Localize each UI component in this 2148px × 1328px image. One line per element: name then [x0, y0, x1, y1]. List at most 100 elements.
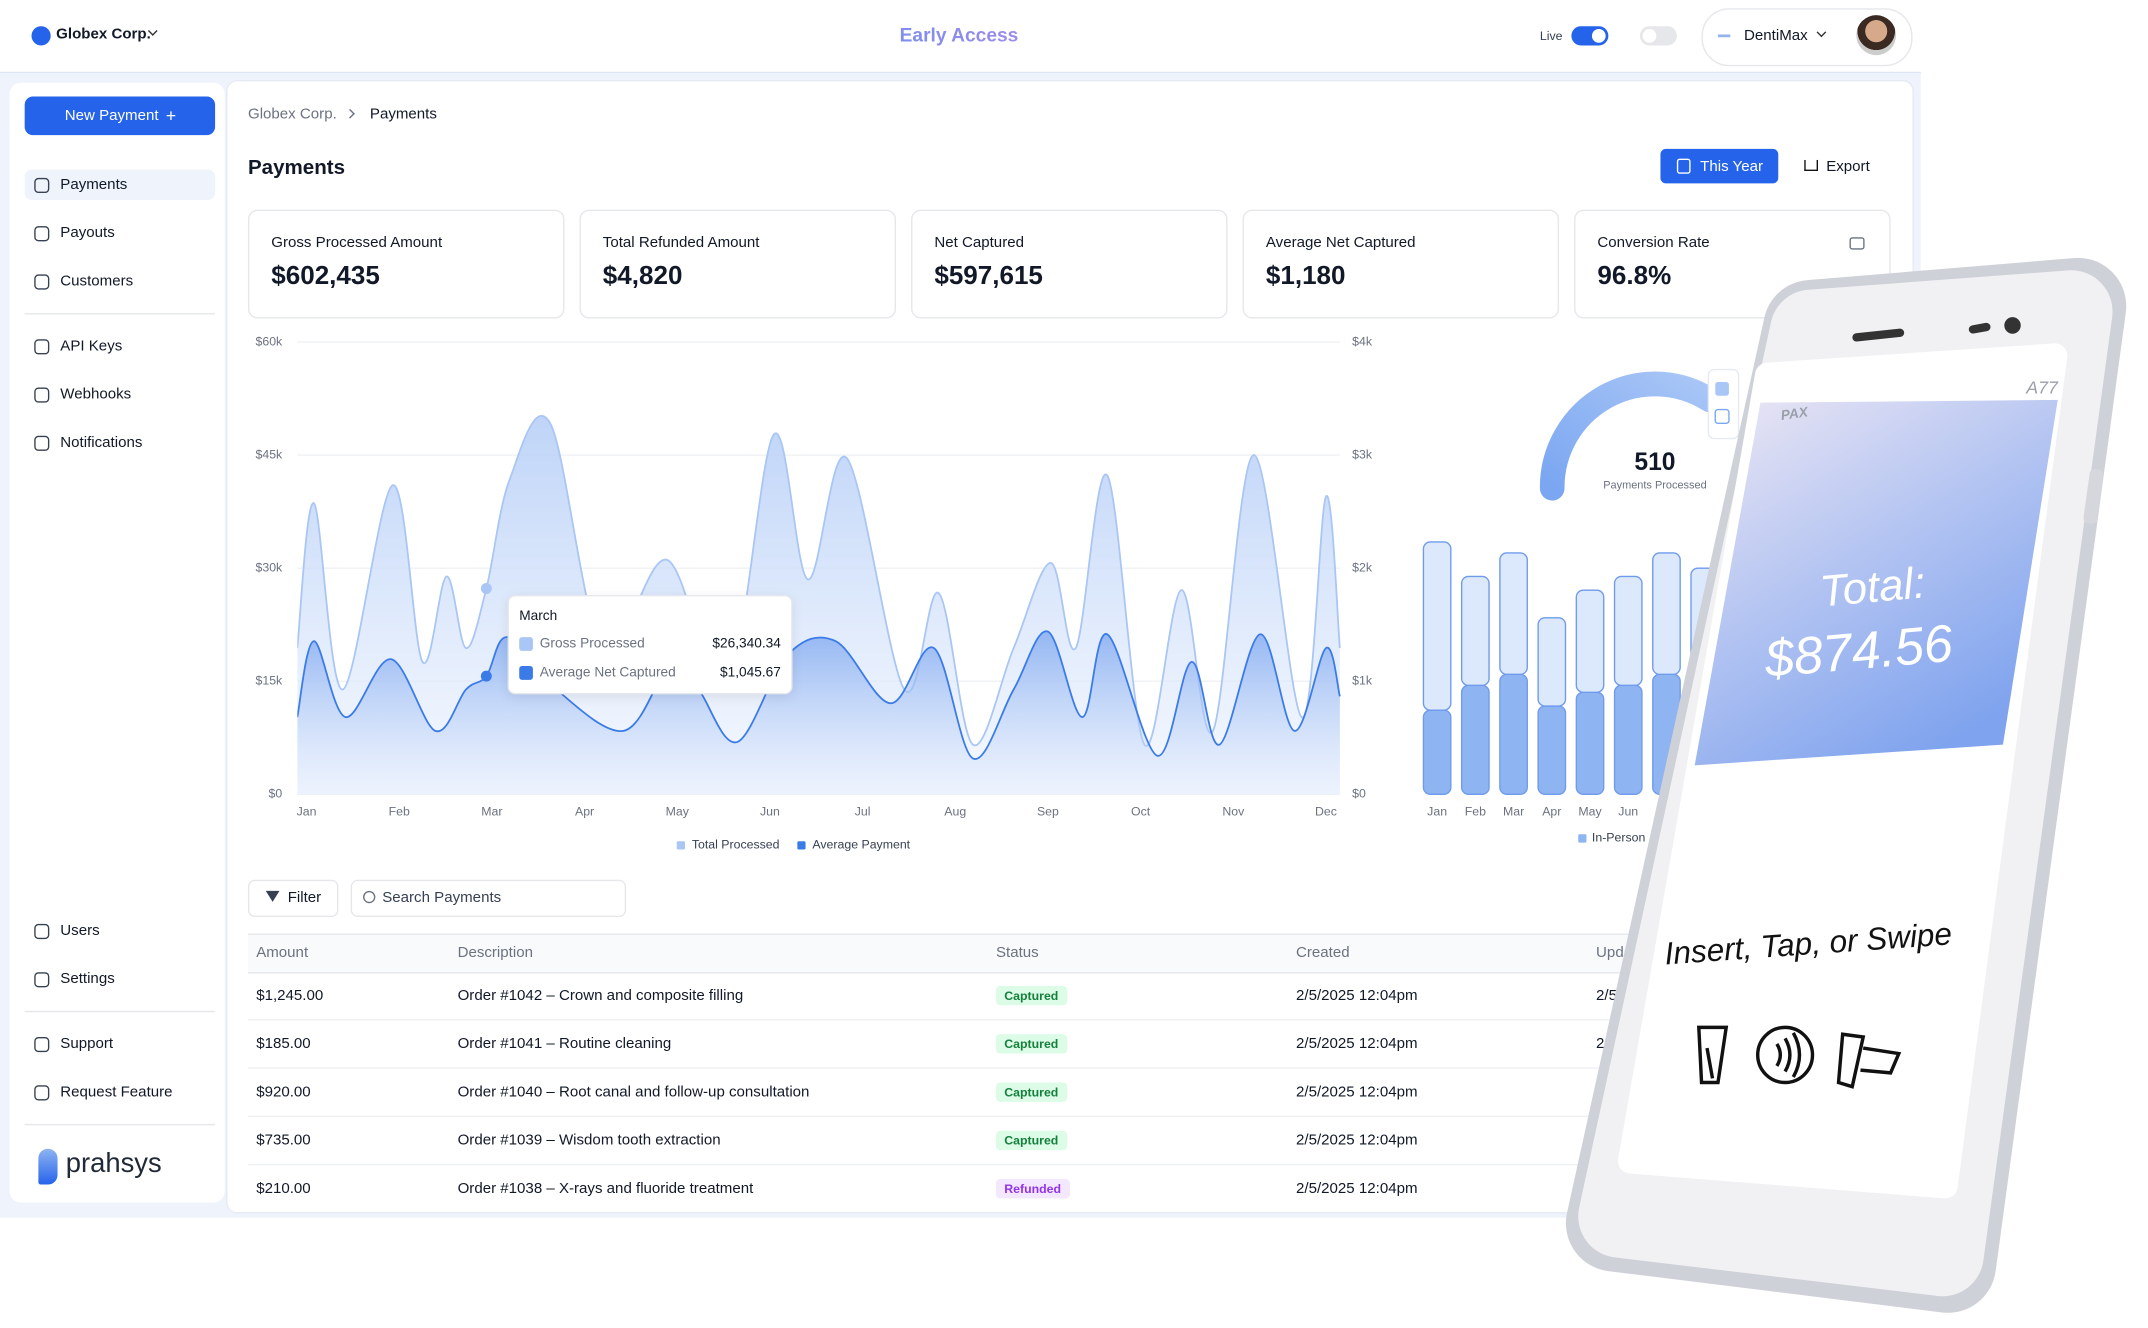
nav-item[interactable]: Users	[60, 922, 100, 940]
nav-item[interactable]: Customers	[60, 273, 134, 290]
filter-icon	[265, 890, 280, 902]
table-cell: 2/5/2025 12:04pm	[1596, 987, 1718, 1004]
new-payment-button[interactable]	[24, 96, 216, 136]
device-model: A77	[2025, 378, 2059, 398]
table-cell: Order #1042 – Crown and composite fillin…	[457, 987, 744, 1004]
this-year-button[interactable]	[1660, 148, 1779, 184]
divider	[24, 313, 216, 315]
status-badge: Captured	[995, 985, 1067, 1006]
live-label: Live	[1539, 28, 1563, 43]
breadcrumb[interactable]: Globex Corp.	[247, 106, 337, 123]
nav-icon	[34, 1037, 50, 1053]
stat-card	[579, 209, 896, 319]
avatar	[1856, 15, 1897, 56]
table-cell: 2/5/2025 12:04pm	[1596, 1132, 1718, 1149]
nav-icon	[34, 972, 50, 988]
org-name[interactable]: Globex Corp.	[56, 26, 151, 43]
brand-mark	[38, 1148, 58, 1185]
nav-item[interactable]: Payouts	[60, 224, 115, 242]
table-cell: 2/5/2025 12:04pm	[1596, 1035, 1718, 1053]
status-badge: Captured	[995, 1082, 1067, 1102]
table-cell: 2/5/2025 12:04pm	[1596, 1180, 1718, 1197]
stat-value: $602,435	[271, 262, 380, 291]
table-cell: 2/5/2025 12:04pm	[1296, 1035, 1418, 1053]
table-cell: 2/5/2025 12:04pm	[1296, 1180, 1418, 1197]
stat-value: 96.8%	[1597, 262, 1672, 291]
nav-item[interactable]: API Keys	[60, 337, 123, 355]
table-cell: 2/5/2025 12:04pm	[1596, 1083, 1718, 1101]
table-cell: $210.00	[256, 1180, 311, 1197]
column-header: Description	[457, 944, 533, 962]
export-label[interactable]: Export	[1826, 158, 1870, 176]
org-logo	[31, 26, 51, 46]
stat-label: Average Net Captured	[1265, 234, 1416, 251]
column-header: Created	[1296, 944, 1350, 962]
table-cell: Order #1040 – Root canal and follow-up c…	[457, 1083, 810, 1101]
plus-icon: +	[165, 104, 177, 126]
user-name: DentiMax	[1744, 27, 1808, 45]
nav-icon	[34, 177, 50, 194]
stat-label: Gross Processed Amount	[271, 234, 443, 251]
export-icon	[1804, 159, 1818, 171]
sensor	[1968, 322, 1991, 334]
nav-item[interactable]: Settings	[60, 970, 115, 988]
nav-icon	[34, 339, 50, 355]
nav-item[interactable]: Request Feature	[60, 1083, 173, 1101]
this-year-label: This Year	[1700, 158, 1764, 176]
stat-label: Total Refunded Amount	[602, 234, 760, 251]
nav-item[interactable]: Notifications	[60, 434, 143, 451]
row-divider	[247, 1067, 1912, 1069]
divider	[24, 1123, 216, 1126]
nav-icon	[34, 274, 50, 290]
nav-icon	[34, 226, 50, 242]
nav-item[interactable]: Payments	[60, 176, 128, 194]
stat-label: Net Captured	[934, 234, 1024, 251]
table-cell: 2/5/2025 12:04pm	[1296, 1083, 1418, 1101]
table-cell: Order #1039 – Wisdom tooth extraction	[457, 1132, 721, 1149]
row-divider	[247, 1019, 1912, 1021]
status-badge: Captured	[995, 1130, 1067, 1151]
card-icon	[1849, 237, 1865, 250]
nav-item[interactable]: Webhooks	[60, 386, 132, 403]
nav-item[interactable]: Support	[60, 1035, 114, 1053]
table-cell: $735.00	[256, 1132, 311, 1149]
column-header: Status	[995, 944, 1039, 962]
status-badge: Refunded	[995, 1179, 1070, 1199]
camera	[2004, 317, 2021, 334]
search-input[interactable]	[350, 879, 627, 918]
stat-value: $1,180	[1265, 262, 1346, 291]
row-divider	[247, 1163, 1912, 1166]
user-dash	[1717, 34, 1731, 38]
breadcrumb: Payments	[369, 106, 437, 123]
nav-icon	[34, 435, 50, 451]
nav-active	[24, 169, 216, 200]
row-divider	[247, 1115, 1912, 1117]
table-cell: $920.00	[256, 1083, 311, 1101]
search-placeholder: Search Payments	[382, 889, 502, 907]
live-knob	[1591, 28, 1606, 43]
table-cell: $1,245.00	[256, 987, 324, 1004]
calendar-icon	[1676, 158, 1691, 174]
stat-card	[911, 209, 1228, 319]
table-cell: $185.00	[256, 1035, 311, 1053]
stat-card	[247, 209, 565, 319]
divider	[24, 1010, 216, 1013]
nav-icon	[34, 1085, 50, 1101]
filter-label: Filter	[287, 889, 322, 907]
stat-value: $597,615	[934, 262, 1043, 291]
table-cell: 2/5/2025 12:04pm	[1296, 987, 1418, 1004]
status-badge: Captured	[995, 1034, 1067, 1054]
stat-value: $4,820	[602, 262, 683, 291]
nav-icon	[34, 923, 50, 940]
banner: Early Access	[822, 23, 1096, 45]
sidebar	[9, 82, 225, 1203]
stat-card	[1242, 209, 1560, 319]
new-payment-label: New Payment	[64, 107, 159, 125]
nav-icon	[34, 387, 50, 403]
column-header: Updated	[1596, 944, 1654, 962]
filter-button[interactable]	[247, 879, 339, 918]
table-cell: Order #1038 – X-rays and fluoride treatm…	[457, 1180, 754, 1197]
table-cell: 2/5/2025 12:04pm	[1296, 1132, 1418, 1149]
side-button	[2083, 468, 2104, 524]
